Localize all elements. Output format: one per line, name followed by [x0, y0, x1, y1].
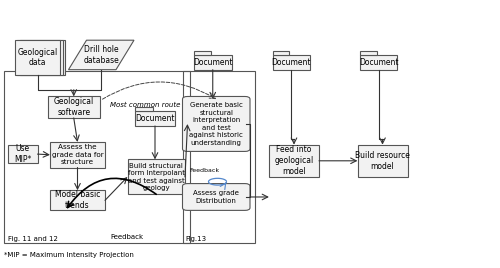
- FancyBboxPatch shape: [194, 51, 211, 55]
- Text: Assess the
grade data for
structure: Assess the grade data for structure: [52, 144, 104, 165]
- Text: Document: Document: [135, 114, 175, 123]
- Text: Document: Document: [359, 58, 399, 67]
- Text: Feed into
geological
model: Feed into geological model: [274, 145, 314, 176]
- Bar: [182, 71, 255, 243]
- Bar: [4, 71, 190, 243]
- FancyBboxPatch shape: [128, 159, 185, 194]
- Text: Geological
software: Geological software: [54, 97, 94, 117]
- FancyBboxPatch shape: [194, 55, 232, 70]
- FancyBboxPatch shape: [48, 96, 100, 118]
- Text: Assess grade
Distribution: Assess grade Distribution: [194, 190, 239, 204]
- FancyBboxPatch shape: [360, 55, 398, 70]
- Text: Fig. 11 and 12: Fig. 11 and 12: [8, 236, 58, 242]
- Text: Feedback: Feedback: [110, 234, 143, 240]
- FancyBboxPatch shape: [50, 142, 105, 168]
- Text: Build structural
form Interpolant
and test against
geology: Build structural form Interpolant and te…: [128, 163, 185, 191]
- Text: *MIP = Maximum Intensity Projection: *MIP = Maximum Intensity Projection: [4, 252, 134, 258]
- Text: Drill hole
database: Drill hole database: [84, 45, 119, 65]
- FancyBboxPatch shape: [358, 145, 408, 177]
- FancyBboxPatch shape: [50, 190, 105, 210]
- Text: Feedback: Feedback: [189, 168, 219, 173]
- Text: Build resource
model: Build resource model: [355, 151, 410, 171]
- FancyBboxPatch shape: [360, 51, 377, 55]
- FancyBboxPatch shape: [272, 51, 289, 55]
- FancyBboxPatch shape: [135, 111, 175, 126]
- FancyBboxPatch shape: [272, 55, 310, 70]
- FancyBboxPatch shape: [135, 107, 153, 111]
- Text: Most common route: Most common route: [110, 102, 180, 107]
- FancyBboxPatch shape: [15, 40, 60, 75]
- Text: Document: Document: [193, 58, 232, 67]
- FancyBboxPatch shape: [8, 145, 38, 163]
- FancyBboxPatch shape: [18, 40, 62, 75]
- FancyBboxPatch shape: [269, 145, 319, 177]
- Text: Generate basic
structural
interpretation
and test
against historic
understanding: Generate basic structural interpretation…: [190, 102, 243, 146]
- Text: Geological
data: Geological data: [18, 48, 58, 67]
- FancyBboxPatch shape: [20, 40, 65, 75]
- FancyBboxPatch shape: [182, 184, 250, 210]
- Text: Fig.13: Fig.13: [185, 236, 206, 242]
- Text: Use
MIP*: Use MIP*: [14, 144, 31, 164]
- Text: Model basic
trends: Model basic trends: [55, 190, 100, 210]
- Polygon shape: [68, 40, 134, 70]
- Text: Document: Document: [272, 58, 311, 67]
- FancyBboxPatch shape: [182, 96, 250, 151]
